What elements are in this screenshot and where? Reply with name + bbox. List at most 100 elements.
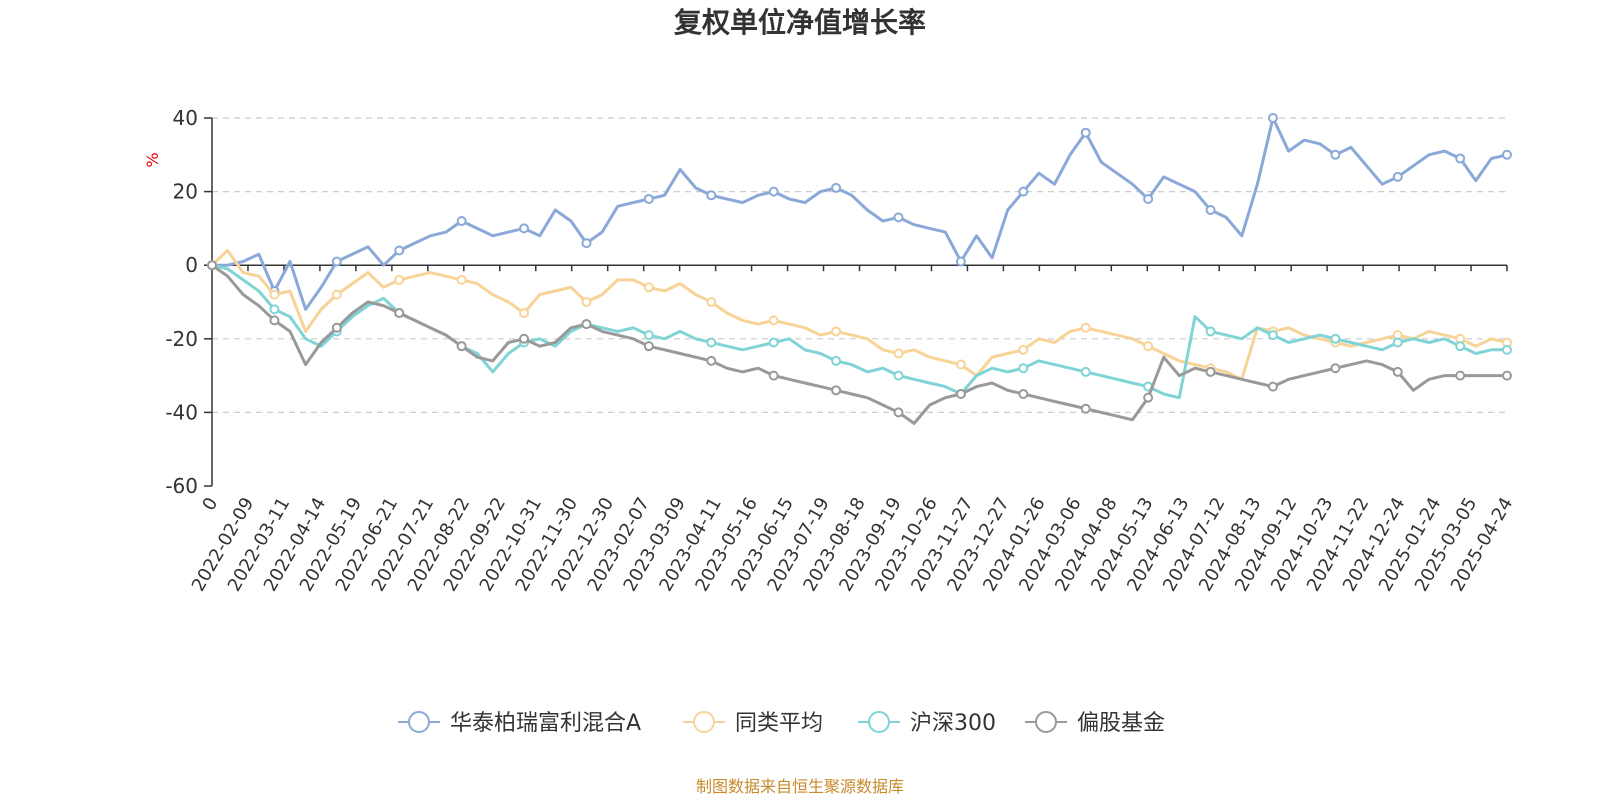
legend-label: 沪深300 (910, 711, 996, 736)
data-point (394, 245, 405, 256)
data-point (269, 315, 280, 326)
series-line (210, 263, 1509, 400)
legend-marker-icon (868, 711, 890, 733)
data-point (831, 326, 842, 337)
y-axis-unit: % (143, 152, 162, 167)
data-point (519, 223, 530, 234)
data-point (1143, 341, 1154, 352)
data-point (768, 186, 779, 197)
x-tick-label: 0 (198, 494, 222, 514)
data-point (207, 260, 217, 271)
axes (211, 118, 1507, 486)
data-point (955, 359, 966, 370)
data-point (955, 256, 966, 267)
data-point (768, 370, 779, 381)
data-point (1392, 366, 1403, 377)
series-1 (207, 113, 1512, 311)
data-point (1502, 344, 1512, 355)
data-point (1205, 205, 1216, 215)
data-point (519, 333, 530, 344)
data-point (706, 190, 717, 201)
data-point (1455, 153, 1466, 164)
data-point (1267, 330, 1278, 341)
source-note: 制图数据来自恒生聚源数据库 (696, 777, 904, 796)
data-point (1080, 127, 1091, 138)
data-point (456, 341, 467, 352)
data-point (893, 407, 904, 418)
data-point (1330, 363, 1341, 374)
data-point (893, 348, 904, 359)
data-point (1080, 403, 1091, 414)
data-point (706, 297, 717, 307)
legend-marker-icon (693, 711, 715, 733)
data-point (831, 182, 842, 193)
data-point (831, 385, 842, 396)
series-line (210, 263, 1509, 425)
data-point (331, 289, 342, 300)
data-point (706, 337, 717, 348)
gridlines (212, 117, 1507, 413)
data-point (394, 274, 405, 285)
data-point (269, 304, 280, 315)
data-point (1018, 363, 1029, 374)
legend-marker-icon (408, 711, 430, 733)
data-point (1205, 326, 1216, 337)
y-tick-label: -60 (165, 474, 198, 498)
data-point (643, 282, 654, 293)
data-point (831, 355, 842, 366)
data-point (1267, 113, 1278, 123)
legend[interactable]: 华泰柏瑞富利混合A 同类平均 沪深300 偏股基金 (398, 711, 1165, 736)
y-tick-label: -20 (165, 327, 198, 351)
legend-label: 华泰柏瑞富利混合A (450, 711, 641, 736)
legend-item[interactable]: 华泰柏瑞富利混合A (398, 711, 641, 736)
data-point (456, 216, 467, 227)
data-point (768, 315, 779, 326)
data-point (706, 355, 717, 366)
data-point (1080, 322, 1091, 333)
data-point (1392, 337, 1403, 348)
legend-item[interactable]: 沪深300 (858, 711, 996, 736)
data-point (394, 308, 405, 319)
series-lines (207, 113, 1512, 425)
data-point (269, 289, 280, 300)
legend-label: 同类平均 (735, 711, 823, 736)
data-point (331, 256, 342, 267)
data-point (1455, 341, 1466, 352)
data-point (581, 297, 592, 307)
data-point (331, 322, 342, 333)
data-point (1143, 193, 1154, 204)
data-point (519, 308, 530, 319)
chart-title: 复权单位净值增长率 (674, 6, 926, 39)
data-point (1018, 389, 1029, 399)
data-point (1330, 333, 1341, 344)
data-point (955, 389, 966, 399)
y-tick-label: 40 (173, 106, 198, 130)
data-point (643, 193, 654, 204)
data-point (643, 330, 654, 341)
y-tick-label: -40 (165, 400, 198, 424)
data-point (1267, 381, 1278, 392)
data-point (768, 337, 779, 348)
data-point (456, 274, 467, 285)
data-point (893, 370, 904, 381)
series-line (210, 116, 1509, 311)
data-point (1205, 366, 1216, 377)
data-point (1502, 149, 1512, 160)
data-point (1018, 186, 1029, 197)
data-point (581, 238, 592, 249)
data-point (643, 341, 654, 352)
data-point (1018, 344, 1029, 355)
data-point (1143, 392, 1154, 403)
legend-item[interactable]: 同类平均 (683, 711, 823, 736)
y-axis-ticks: 40 20 0 -20 -40 -60 (165, 106, 212, 498)
series-line (210, 249, 1509, 381)
data-point (1080, 366, 1091, 377)
legend-item[interactable]: 偏股基金 (1025, 711, 1165, 736)
data-point (1392, 171, 1403, 182)
data-point (1502, 370, 1512, 381)
data-point (893, 212, 904, 223)
legend-label: 偏股基金 (1077, 711, 1165, 736)
y-tick-label: 0 (185, 253, 198, 277)
data-point (581, 319, 592, 330)
